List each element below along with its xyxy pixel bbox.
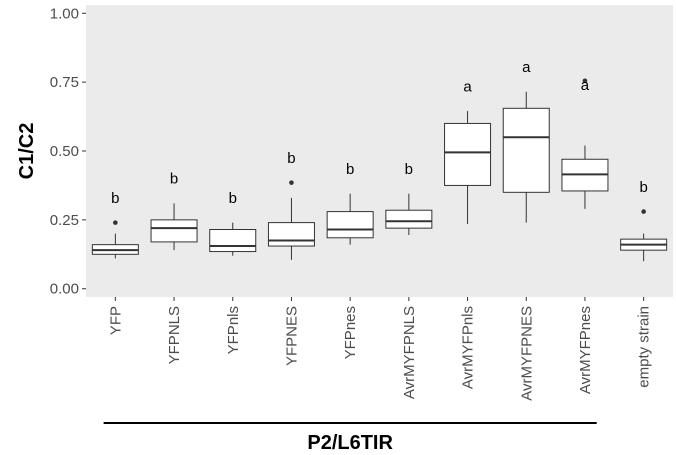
y-axis: 0.00 0.25 0.50 0.75 1.00 (50, 5, 86, 298)
x-tick-label: YFPNLS (166, 306, 183, 364)
box-body (209, 229, 257, 253)
outlier-point (582, 78, 588, 84)
outlier-point (289, 180, 294, 185)
significance-letter: b (111, 190, 119, 207)
box-body (150, 219, 198, 243)
significance-letter: b (405, 161, 413, 178)
x-tick-label: empty strain (636, 306, 653, 388)
y-tick-label: 0.25 (50, 212, 79, 229)
x-tick-label: YFP (107, 306, 124, 335)
outlier-point (641, 209, 646, 214)
box-yfpnes: b (267, 150, 315, 260)
significance-letter: a (581, 77, 590, 94)
box-body (385, 209, 433, 229)
y-axis-title: C1/C2 (16, 123, 38, 180)
box-avrmyfpnls: a (444, 78, 492, 224)
significance-letter: b (346, 161, 354, 178)
x-axis: YFP YFPNLS YFPnls YFPNES YFPnes AvrMYFPNLS Avr… (107, 297, 653, 401)
significance-letter: b (639, 179, 647, 196)
x-tick-label: AvrMYFPNLS (401, 306, 418, 399)
significance-letter: a (522, 59, 531, 76)
plot-panel (86, 5, 673, 297)
y-tick-label: 0.00 (50, 281, 79, 298)
x-tick-label: AvrMYFPnls (460, 306, 477, 389)
box-avrmyfpnls: b (385, 161, 433, 236)
box-avrmyfpnes: a (561, 77, 609, 209)
x-tick-label: AvrMYFPnes (577, 306, 594, 394)
significance-letter: b (170, 171, 178, 188)
x-tick-label: AvrMYFPNES (518, 306, 535, 401)
box-yfpnls: b (209, 190, 257, 256)
box-yfpnes: b (326, 161, 374, 245)
box-empty-strain: b (620, 179, 668, 262)
box-body (326, 211, 374, 239)
y-tick-label: 0.50 (50, 143, 79, 160)
outlier-point (113, 220, 118, 225)
box-avrmyfpnes: a (502, 59, 550, 223)
y-tick-label: 1.00 (50, 5, 79, 22)
box-body (267, 222, 315, 247)
x-tick-label: YFPnes (342, 306, 359, 359)
group-label: P2/L6TIR (307, 432, 393, 454)
box-body (444, 122, 492, 186)
x-tick-label: YFPNES (283, 306, 300, 366)
box-yfpnls: b (150, 171, 198, 251)
significance-letter: b (287, 150, 295, 167)
box-yfp: b (91, 190, 139, 259)
box-body (502, 107, 550, 193)
significance-letter: b (229, 190, 237, 207)
x-tick-label: YFPnls (225, 306, 242, 354)
y-tick-label: 0.75 (50, 74, 79, 91)
significance-letter: a (463, 78, 472, 95)
boxplot-series: b b b b b b a a a b (91, 59, 668, 262)
